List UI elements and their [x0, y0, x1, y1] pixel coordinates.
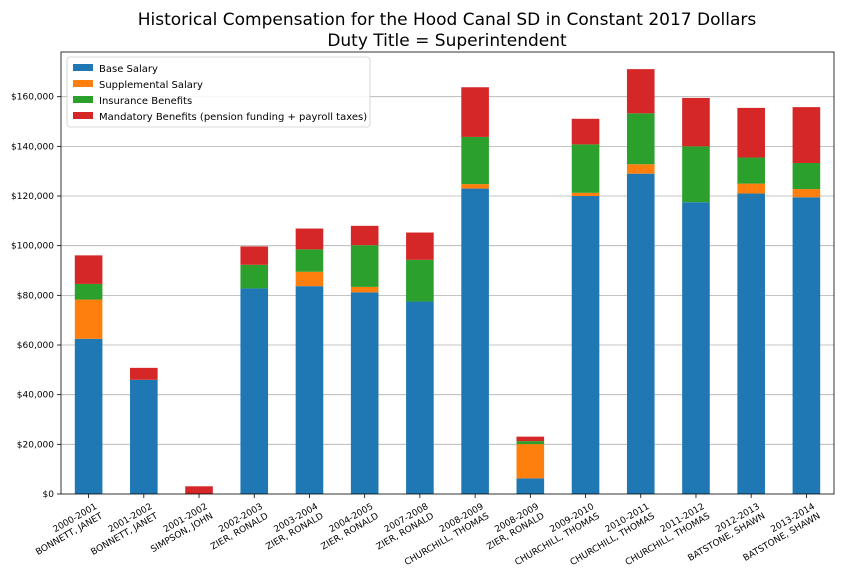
- bar-segment-mandatory: [74, 255, 103, 284]
- bar-segment-mandatory: [626, 69, 655, 114]
- bar-segment-mandatory: [130, 367, 158, 380]
- bar-segment-supplemental: [737, 183, 765, 194]
- y-tick-label: $100,000: [11, 242, 54, 252]
- bar-segment-mandatory: [792, 107, 821, 163]
- bar-segment-insurance: [74, 283, 103, 300]
- y-tick-label: $120,000: [11, 192, 54, 202]
- bar-segment-mandatory: [295, 228, 324, 250]
- legend-swatch: [73, 80, 93, 87]
- legend-label: Mandatory Benefits (pension funding + pa…: [99, 112, 367, 123]
- plot-frame: [60, 51, 835, 495]
- bar-segment-base: [406, 301, 434, 494]
- legend-label: Supplemental Salary: [99, 80, 203, 91]
- y-tick-label: $60,000: [17, 341, 54, 351]
- chart-title: Historical Compensation for the Hood Can…: [138, 10, 757, 30]
- bar-segment-insurance: [682, 146, 710, 203]
- bar-segment-insurance: [240, 264, 269, 289]
- legend-swatch: [73, 112, 93, 119]
- bar-segment-supplemental: [571, 192, 600, 197]
- y-tick-label: $140,000: [11, 142, 54, 152]
- y-tick-label: $20,000: [17, 440, 54, 450]
- bar-segment-base: [74, 338, 103, 494]
- bar-segment-supplemental: [461, 184, 489, 189]
- x-tick-label: 2002-2003ZIER, RONALD: [204, 502, 271, 553]
- legend-swatch: [73, 96, 93, 103]
- bar-segment-supplemental: [350, 286, 379, 293]
- bar-segment-mandatory: [571, 118, 600, 145]
- bar-segment-mandatory: [406, 232, 434, 260]
- bar-segment-supplemental: [74, 299, 103, 339]
- bar-segment-base: [240, 288, 269, 494]
- bar-segment-insurance: [571, 144, 600, 193]
- legend-label: Insurance Benefits: [99, 96, 192, 107]
- bar-segment-base: [682, 202, 710, 494]
- bar-segment-insurance: [737, 157, 765, 184]
- bar-segment-base: [516, 478, 545, 494]
- x-tick-label: 2007-2008ZIER, RONALD: [369, 502, 436, 553]
- bars: [74, 69, 821, 495]
- x-tick-label: 2003-2004ZIER, RONALD: [259, 502, 326, 553]
- bar-segment-insurance: [295, 249, 324, 272]
- bar-segment-base: [295, 286, 324, 494]
- bar-segment-insurance: [350, 245, 379, 287]
- x-tick-label: 2008-2009ZIER, RONALD: [480, 502, 547, 553]
- y-tick-label: $80,000: [17, 291, 54, 301]
- bar-segment-insurance: [461, 136, 489, 185]
- y-tick-label: $0: [43, 490, 55, 500]
- legend-swatch: [73, 64, 93, 71]
- bar-segment-insurance: [406, 259, 434, 302]
- bar-segment-supplemental: [626, 164, 655, 174]
- bar-segment-mandatory: [461, 87, 489, 137]
- bar-segment-mandatory: [682, 97, 710, 147]
- y-tick-label: $160,000: [11, 93, 54, 103]
- y-tick-label: $40,000: [17, 391, 54, 401]
- bar-segment-supplemental: [516, 444, 545, 479]
- bar-segment-mandatory: [350, 225, 379, 246]
- bar-segment-mandatory: [737, 107, 765, 158]
- bar-segment-base: [461, 188, 489, 494]
- bar-segment-base: [792, 197, 821, 494]
- bar-segment-mandatory: [240, 246, 269, 265]
- bar-segment-base: [626, 173, 655, 494]
- bar-segment-insurance: [516, 441, 545, 445]
- x-tick-label: 2001-2002SIMPSON, JOHN: [144, 502, 215, 555]
- bar-segment-supplemental: [792, 189, 821, 198]
- bar-segment-mandatory: [185, 486, 213, 494]
- bar-segment-mandatory: [516, 436, 545, 442]
- grid-lines: [61, 96, 834, 445]
- legend-label: Base Salary: [99, 64, 158, 75]
- bar-segment-insurance: [626, 113, 655, 165]
- bar-segment-insurance: [792, 162, 821, 190]
- bar-segment-base: [571, 196, 600, 495]
- legend-box: [66, 56, 371, 128]
- bar-segment-base: [737, 193, 765, 495]
- legend: Base Salary Supplemental Salary Insurance …: [66, 56, 371, 128]
- chart-subtitle: Duty Title = Superintendent: [327, 31, 567, 51]
- bar-segment-supplemental: [295, 271, 324, 287]
- bar-segment-base: [350, 292, 379, 494]
- bar-segment-base: [130, 379, 158, 494]
- x-tick-label: 2004-2005ZIER, RONALD: [314, 502, 381, 553]
